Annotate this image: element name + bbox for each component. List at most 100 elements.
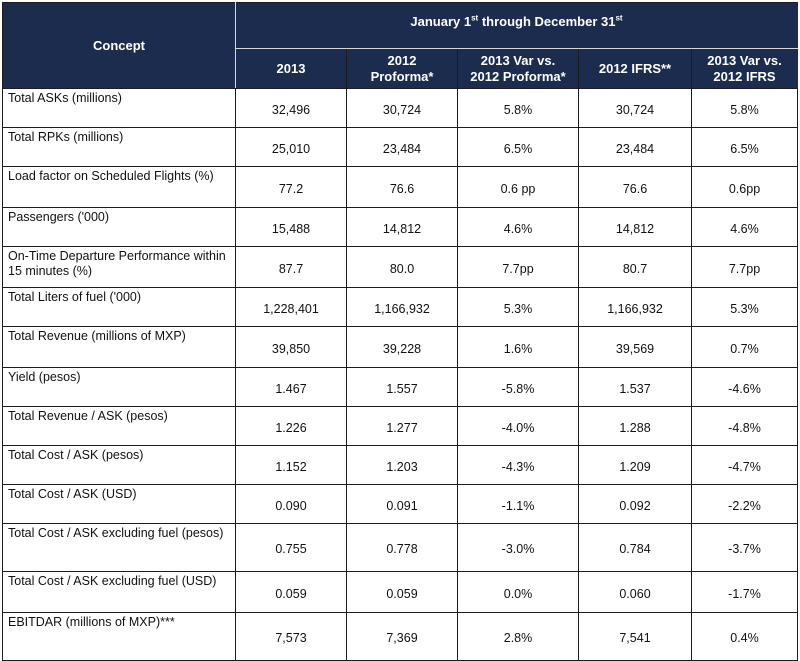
table-row: Total Revenue (millions of MXP) 39,850 39,… — [2, 326, 799, 368]
table-row: Yield (pesos) 1.467 1.557 -5.8% 1.537 -4.6% — [2, 367, 799, 407]
table-row: Total RPKs (millions) 25,010 23,484 6.5% 23,… — [2, 127, 799, 167]
value-var-vs-ifrs: -2.2% — [690, 484, 799, 524]
table-row: Total ASKs (millions) 32,496 30,724 5.8% 30,… — [2, 88, 799, 128]
value-2012-ifrs: 39,569 — [578, 326, 692, 368]
value-2012-ifrs: 7,541 — [578, 612, 692, 661]
value-var-vs-proforma: 4.6% — [457, 207, 579, 247]
row-label: Passengers ('000) — [2, 207, 236, 247]
value-var-vs-proforma: 1.6% — [457, 326, 579, 368]
value-var-vs-ifrs: 6.5% — [690, 127, 799, 167]
row-label: Total Cost / ASK (USD) — [2, 484, 236, 524]
table-row: Passengers ('000) 15,488 14,812 4.6% 14,812 4… — [2, 207, 799, 247]
value-var-vs-ifrs: 0.7% — [690, 326, 799, 368]
value-2013: 39,850 — [235, 326, 347, 368]
period-sup-start: st — [471, 13, 479, 23]
value-2013: 77.2 — [235, 166, 347, 208]
value-var-vs-ifrs: 5.8% — [690, 88, 799, 128]
concept-header: Concept — [2, 2, 236, 89]
value-2012-proforma: 0.059 — [346, 571, 458, 613]
period-header: January 1st through December 31st — [234, 2, 799, 49]
row-label: EBITDAR (millions of MXP)*** — [2, 612, 236, 661]
value-2013: 0.755 — [235, 523, 347, 572]
value-2012-ifrs: 1,166,932 — [578, 287, 692, 327]
value-2012-proforma: 23,484 — [346, 127, 458, 167]
value-2012-proforma: 7,369 — [346, 612, 458, 661]
value-var-vs-ifrs: 5.3% — [690, 287, 799, 327]
value-2013: 1,228,401 — [235, 287, 347, 327]
value-var-vs-ifrs: -4.6% — [690, 367, 799, 407]
row-label: Total Revenue / ASK (pesos) — [2, 406, 236, 446]
row-label: Total ASKs (millions) — [2, 88, 236, 128]
table-row: Total Cost / ASK excluding fuel (USD) 0.0… — [2, 571, 799, 613]
table-row: Total Cost / ASK excluding fuel (pesos) 0… — [2, 523, 799, 572]
column-header-2012-ifrs: 2012 IFRS** — [578, 48, 692, 89]
value-2012-proforma: 76.6 — [346, 166, 458, 208]
value-var-vs-proforma: -5.8% — [457, 367, 579, 407]
value-var-vs-ifrs: -3.7% — [690, 523, 799, 572]
table-row: Total Cost / ASK (USD) 0.090 0.091 -1.1% 0.0… — [2, 484, 799, 524]
value-2012-ifrs: 23,484 — [578, 127, 692, 167]
value-var-vs-ifrs: 0.4% — [690, 612, 799, 661]
value-2012-ifrs: 0.784 — [578, 523, 692, 572]
value-var-vs-proforma: 2.8% — [457, 612, 579, 661]
value-2012-ifrs: 80.7 — [578, 246, 692, 288]
value-2013: 1.152 — [235, 445, 347, 485]
row-label: On-Time Departure Performance within 15 … — [2, 246, 236, 288]
value-var-vs-ifrs: 4.6% — [690, 207, 799, 247]
value-2012-proforma: 1.557 — [346, 367, 458, 407]
value-2013: 87.7 — [235, 246, 347, 288]
value-var-vs-ifrs: -1.7% — [690, 571, 799, 613]
value-var-vs-ifrs: -4.8% — [690, 406, 799, 446]
value-2012-proforma: 1,166,932 — [346, 287, 458, 327]
value-2012-ifrs: 30,724 — [578, 88, 692, 128]
period-middle: through December 31 — [478, 13, 616, 29]
column-header-var-vs-proforma: 2013 Var vs. 2012 Proforma* — [457, 48, 579, 89]
value-var-vs-proforma: 7.7pp — [457, 246, 579, 288]
row-label: Yield (pesos) — [2, 367, 236, 407]
value-2012-proforma: 1.203 — [346, 445, 458, 485]
value-2012-ifrs: 0.092 — [578, 484, 692, 524]
table-body: Total ASKs (millions) 32,496 30,724 5.8% 30,… — [2, 88, 799, 661]
table-row: EBITDAR (millions of MXP)*** 7,573 7,369 2.… — [2, 612, 799, 661]
value-2013: 15,488 — [235, 207, 347, 247]
value-2012-ifrs: 0.060 — [578, 571, 692, 613]
value-2013: 25,010 — [235, 127, 347, 167]
value-2012-proforma: 30,724 — [346, 88, 458, 128]
table-row: Total Cost / ASK (pesos) 1.152 1.203 -4.3% 1… — [2, 445, 799, 485]
value-var-vs-proforma: -4.0% — [457, 406, 579, 446]
table-header: Concept January 1st through December 31s… — [2, 2, 799, 89]
table-row: Total Liters of fuel ('000) 1,228,401 1,16… — [2, 287, 799, 327]
value-var-vs-proforma: -1.1% — [457, 484, 579, 524]
value-2012-ifrs: 1.209 — [578, 445, 692, 485]
value-2012-ifrs: 14,812 — [578, 207, 692, 247]
table-row: On-Time Departure Performance within 15 … — [2, 246, 799, 288]
period-sup-end: st — [615, 13, 623, 23]
value-2012-proforma: 80.0 — [346, 246, 458, 288]
row-label: Total Cost / ASK excluding fuel (USD) — [2, 571, 236, 613]
value-2012-proforma: 1.277 — [346, 406, 458, 446]
row-label: Total RPKs (millions) — [2, 127, 236, 167]
row-label: Load factor on Scheduled Flights (%) — [2, 166, 236, 208]
row-label: Total Revenue (millions of MXP) — [2, 326, 236, 368]
value-2013: 1.467 — [235, 367, 347, 407]
value-var-vs-proforma: -4.3% — [457, 445, 579, 485]
table-row: Load factor on Scheduled Flights (%) 77.2… — [2, 166, 799, 208]
value-var-vs-proforma: 0.6 pp — [457, 166, 579, 208]
row-label: Total Cost / ASK excluding fuel (pesos) — [2, 523, 236, 572]
value-2012-ifrs: 1.537 — [578, 367, 692, 407]
value-var-vs-proforma: 5.3% — [457, 287, 579, 327]
value-var-vs-proforma: -3.0% — [457, 523, 579, 572]
value-2013: 0.090 — [235, 484, 347, 524]
column-header-2013: 2013 — [235, 48, 347, 89]
value-2013: 0.059 — [235, 571, 347, 613]
column-header-var-vs-ifrs: 2013 Var vs. 2012 IFRS — [690, 48, 799, 89]
value-2012-ifrs: 1.288 — [578, 406, 692, 446]
row-label: Total Cost / ASK (pesos) — [2, 445, 236, 485]
table-row: Total Revenue / ASK (pesos) 1.226 1.277 -4.… — [2, 406, 799, 446]
value-var-vs-proforma: 0.0% — [457, 571, 579, 613]
value-2012-proforma: 14,812 — [346, 207, 458, 247]
value-2013: 7,573 — [235, 612, 347, 661]
period-prefix: January 1 — [410, 13, 472, 29]
value-var-vs-proforma: 6.5% — [457, 127, 579, 167]
